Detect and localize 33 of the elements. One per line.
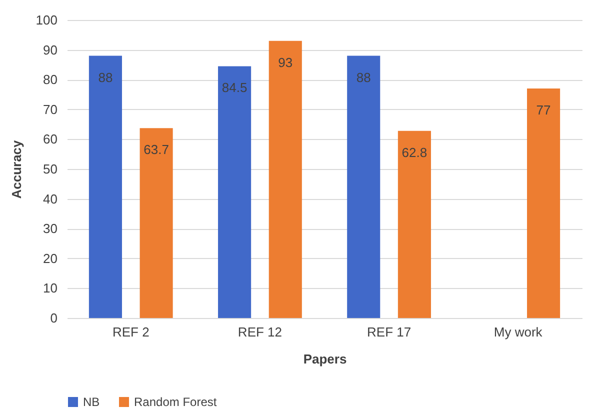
bar xyxy=(268,40,302,318)
y-tick-label: 20 xyxy=(43,250,58,266)
y-tick-label: 40 xyxy=(43,191,58,206)
legend-label: NB xyxy=(83,395,100,409)
y-tick-label: 0 xyxy=(50,310,58,326)
x-tick-label: My work xyxy=(494,324,543,340)
x-tick-label: REF 12 xyxy=(238,324,282,340)
legend-label: Random Forest xyxy=(134,395,218,409)
y-axis-title: Accuracy xyxy=(8,139,24,199)
data-label: 62.8 xyxy=(402,144,428,160)
data-label: 84.5 xyxy=(222,80,248,96)
data-label: 63.7 xyxy=(144,142,169,158)
y-tick-label: 10 xyxy=(43,280,58,296)
bar xyxy=(398,130,431,318)
x-tick-label: REF 17 xyxy=(366,324,412,340)
bar xyxy=(347,56,380,318)
y-tick-label: 60 xyxy=(43,132,58,147)
bar xyxy=(527,88,560,318)
y-tick-label: 50 xyxy=(43,162,58,176)
bar xyxy=(88,56,122,318)
x-tick-label: REF 2 xyxy=(112,324,150,340)
data-label: 88 xyxy=(356,70,371,85)
y-tick-label: 30 xyxy=(43,221,58,236)
bar xyxy=(218,66,252,318)
y-tick-label: 70 xyxy=(43,102,58,117)
data-label: 88 xyxy=(98,70,113,85)
y-tick-label: 90 xyxy=(43,42,58,58)
x-axis-title: Papers xyxy=(303,352,347,366)
y-tick-label: 100 xyxy=(36,12,58,28)
bar xyxy=(140,128,173,318)
data-label: 77 xyxy=(536,102,551,118)
y-tick-label: 80 xyxy=(43,72,58,88)
data-label: 93 xyxy=(278,54,293,70)
